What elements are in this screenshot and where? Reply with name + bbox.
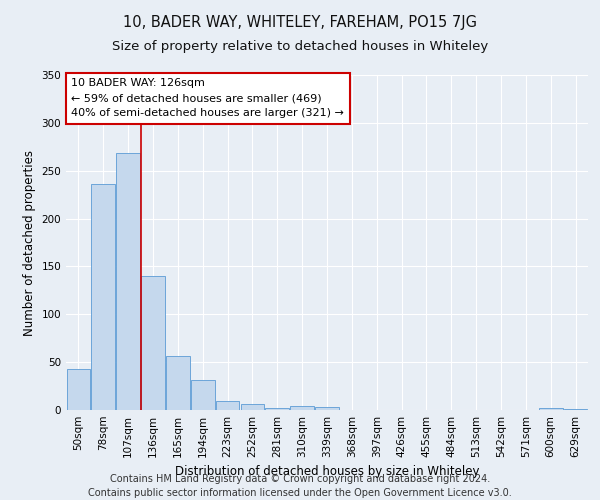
Bar <box>116 152 140 410</box>
Bar <box>564 409 587 410</box>
Y-axis label: Number of detached properties: Number of detached properties <box>23 150 36 336</box>
Bar <box>141 276 165 410</box>
Text: Size of property relative to detached houses in Whiteley: Size of property relative to detached ho… <box>112 40 488 53</box>
Bar <box>290 406 314 410</box>
Bar <box>315 407 339 410</box>
Text: 10 BADER WAY: 126sqm
← 59% of detached houses are smaller (469)
40% of semi-deta: 10 BADER WAY: 126sqm ← 59% of detached h… <box>71 78 344 118</box>
X-axis label: Distribution of detached houses by size in Whiteley: Distribution of detached houses by size … <box>175 466 479 478</box>
Bar <box>91 184 115 410</box>
Bar <box>67 369 90 410</box>
Text: Contains HM Land Registry data © Crown copyright and database right 2024.
Contai: Contains HM Land Registry data © Crown c… <box>88 474 512 498</box>
Bar <box>166 356 190 410</box>
Bar <box>539 408 563 410</box>
Text: 10, BADER WAY, WHITELEY, FAREHAM, PO15 7JG: 10, BADER WAY, WHITELEY, FAREHAM, PO15 7… <box>123 15 477 30</box>
Bar <box>191 380 215 410</box>
Bar <box>265 408 289 410</box>
Bar <box>216 402 239 410</box>
Bar <box>241 404 264 410</box>
